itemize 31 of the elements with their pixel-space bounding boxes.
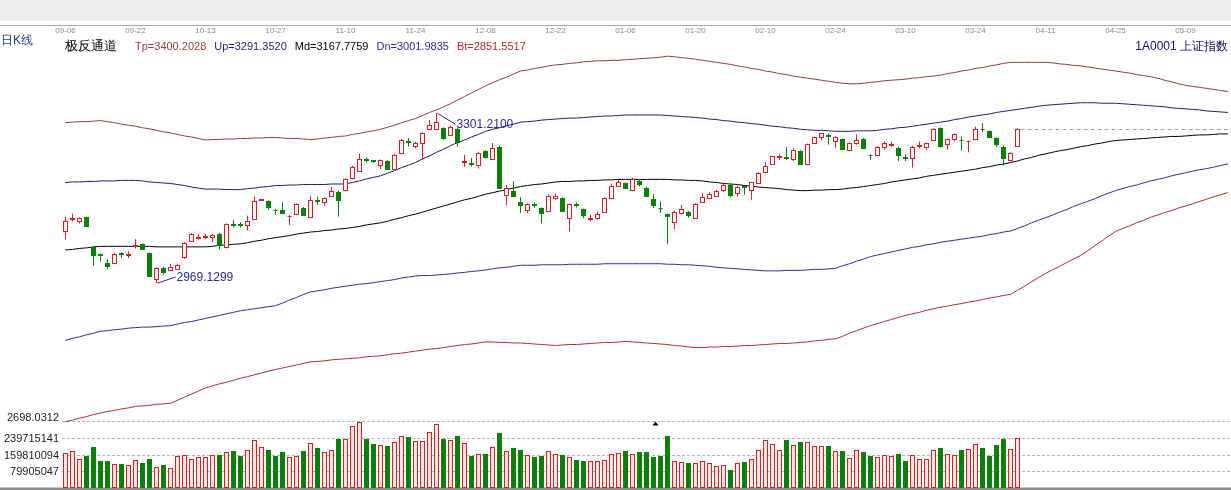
x-tick-label: 02-10 [755, 26, 776, 35]
x-tick-label: 03-10 [895, 26, 916, 35]
x-tick-label: 03-24 [965, 26, 986, 35]
x-tick-label: 01-20 [685, 26, 706, 35]
legend-entry: Up=3291.3520 [214, 40, 287, 52]
y-tick-label: 159810094 [3, 448, 59, 461]
legend-entry: Bt=2851.5517 [456, 40, 526, 52]
title: 1A0001 上证指数 [1135, 39, 1228, 53]
x-tick-label: 04-11 [1035, 26, 1056, 35]
x-tick-label: 12-22 [545, 26, 566, 35]
annotation: 3301.2100 [456, 117, 514, 132]
annotation: 2969.1299 [176, 270, 234, 285]
legend-entry: Md=3167.7759 [294, 40, 369, 52]
x-tick-label: 01-06 [615, 26, 636, 35]
x-tick-label: 05-09 [1175, 26, 1196, 35]
y-tick-label: 79905047 [10, 465, 59, 478]
y-tick-label: 239715141 [3, 432, 59, 445]
legend-entry: Tp=3400.2028 [135, 40, 207, 52]
x-tick-label: 11-24 [405, 26, 426, 35]
legend-title: 极反通道 [65, 38, 117, 53]
x-tick-label: 11-10 [335, 26, 356, 35]
x-tick-label: 02-24 [825, 26, 846, 35]
x-tick-label: 10-27 [265, 26, 286, 35]
x-tick-label: 09-22 [125, 26, 146, 35]
x-tick-label: 10-13 [195, 26, 216, 35]
annotation: 2698.0312 [7, 410, 59, 423]
x-tick-label: 04-25 [1105, 26, 1126, 35]
x-tick-label: 09-06 [55, 26, 76, 35]
subtitle: 日K线 [1, 33, 33, 47]
legend-entry: Dn=3001.9835 [376, 40, 449, 52]
x-tick-label: 12-08 [475, 26, 496, 35]
